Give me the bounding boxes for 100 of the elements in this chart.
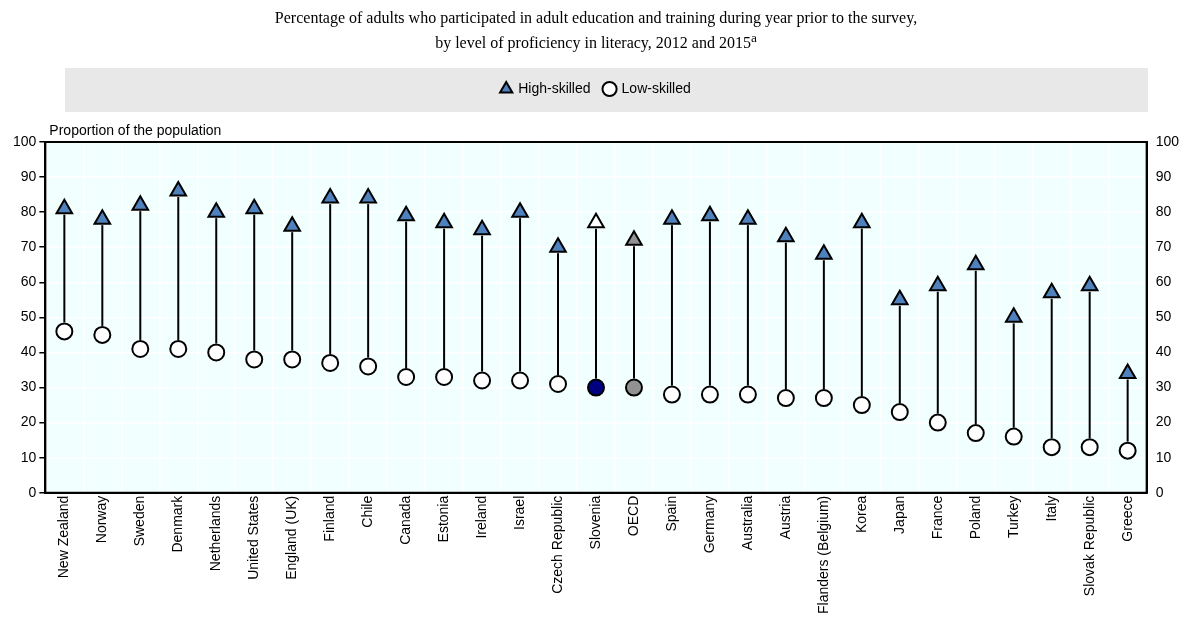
point (435, 368, 454, 386)
point (131, 339, 150, 358)
y-tick-label: 100 (13, 132, 37, 149)
x-tick-label: Spain (662, 495, 679, 532)
x-tick-label: Slovak Republic (1080, 495, 1097, 597)
point (625, 230, 643, 246)
y-tick-label: 0 (28, 483, 37, 500)
point (207, 202, 226, 218)
x-tick-label: Chile (359, 495, 376, 528)
point (245, 198, 264, 215)
y-tick-label: 80 (20, 203, 37, 220)
point (321, 353, 340, 372)
point (131, 195, 150, 211)
point (283, 350, 302, 369)
x-tick-label: Turkey (1004, 495, 1021, 539)
point (549, 375, 568, 394)
chart-title: Percentage of adults who participated in adult education and training during year prior to the survey, by level of proficiency in literacy, 2012 and 2015$^{a}$ (273, 8, 919, 54)
y-tick-label: 30 (20, 378, 37, 395)
point (55, 198, 74, 215)
point (814, 389, 833, 408)
point (700, 385, 719, 404)
legend-label: Low-skilled (621, 79, 691, 96)
legend-label: High-skilled (518, 79, 591, 96)
point (1004, 427, 1023, 446)
x-tick-label: Poland (966, 495, 983, 540)
point (852, 396, 871, 415)
x-tick-label: Australia (738, 495, 755, 551)
x-tick-label: Ireland (472, 495, 489, 539)
point (473, 371, 492, 390)
point (928, 275, 947, 292)
y2-tick-label: 0 (1155, 483, 1164, 500)
y-tick-label: 20 (20, 413, 37, 430)
point (966, 424, 985, 443)
point (549, 237, 567, 253)
point (1042, 282, 1061, 299)
x-tick-label: United States (245, 495, 262, 580)
point (1042, 438, 1061, 457)
y2-tick-label: 60 (1155, 273, 1172, 290)
point (890, 403, 909, 422)
point (169, 181, 188, 197)
point (662, 385, 681, 404)
point (1118, 441, 1137, 460)
point (1004, 307, 1023, 323)
y2-tick-label: 20 (1155, 413, 1172, 430)
y-tick-label: 10 (20, 448, 37, 465)
x-tick-label: Slovenia (586, 495, 603, 550)
x-tick-label: Estonia (434, 495, 451, 543)
point (321, 188, 339, 204)
y2-tick-label: 90 (1155, 167, 1172, 184)
point (359, 188, 377, 204)
x-tick-label: England (UK) (283, 495, 300, 580)
x-tick-label: Norway (93, 495, 110, 544)
x-tick-label: Sweden (131, 495, 148, 547)
point (55, 322, 74, 341)
x-tick-label: France (928, 495, 945, 540)
point (207, 343, 226, 362)
y2-tick-label: 50 (1155, 308, 1172, 325)
point (93, 209, 112, 225)
y2-tick-label: 40 (1155, 343, 1172, 360)
x-tick-label: Flanders (Belgium) (814, 495, 831, 614)
point (966, 254, 985, 271)
x-tick-label: Greece (1118, 495, 1135, 542)
y-axis-title: Proportion of the population (49, 121, 222, 138)
point (928, 413, 947, 432)
point (624, 378, 643, 397)
x-tick-label: OECD (624, 495, 641, 537)
x-tick-label: Austria (776, 495, 793, 540)
x-tick-label: Japan (890, 495, 907, 534)
x-tick-label: Germany (700, 495, 717, 554)
point (1080, 438, 1099, 457)
x-tick-label: Netherlands (207, 495, 224, 572)
point (397, 205, 415, 222)
point (511, 371, 530, 390)
point (701, 205, 719, 222)
point (93, 325, 112, 344)
point (169, 339, 188, 358)
point (397, 368, 416, 386)
x-tick-label: Denmark (169, 494, 186, 553)
y-tick-label: 70 (20, 238, 37, 255)
point (853, 212, 871, 229)
y2-tick-label: 100 (1155, 132, 1180, 149)
y2-tick-label: 10 (1155, 448, 1172, 465)
x-tick-label: Korea (852, 495, 869, 534)
point (511, 202, 529, 218)
point (283, 216, 301, 232)
y-tick-label: 60 (20, 273, 37, 290)
y2-tick-label: 80 (1155, 203, 1172, 220)
point (738, 385, 757, 404)
x-tick-label: Czech Republic (548, 495, 565, 594)
x-tick-label: Finland (321, 495, 338, 542)
y2-tick-label: 30 (1155, 378, 1172, 395)
point (891, 289, 909, 306)
x-tick-label: Israel (510, 495, 527, 530)
point (245, 350, 264, 369)
point (739, 209, 757, 225)
point (776, 389, 795, 408)
point (777, 226, 795, 243)
point (663, 209, 681, 225)
x-tick-label: Italy (1042, 495, 1059, 522)
y-tick-label: 90 (20, 167, 37, 184)
